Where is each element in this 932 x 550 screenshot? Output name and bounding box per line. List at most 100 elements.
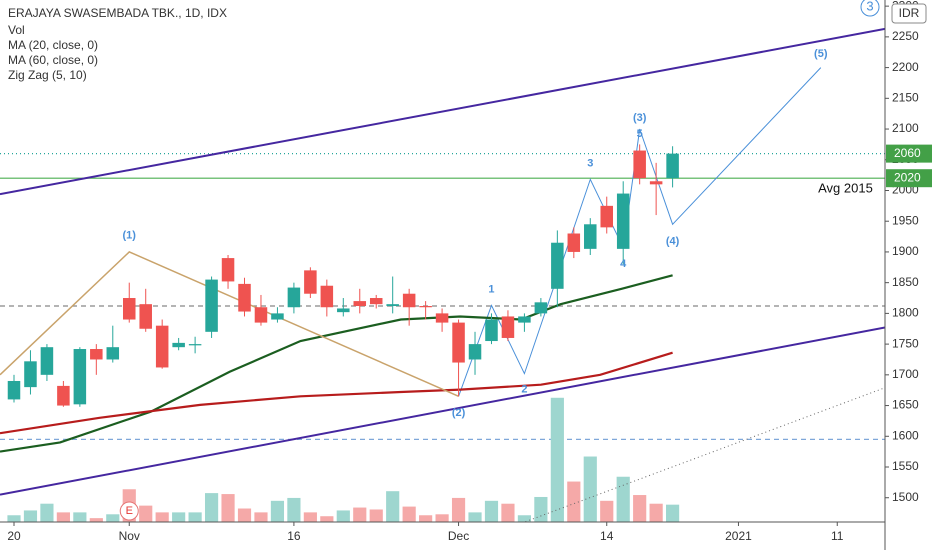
candle-body	[584, 224, 597, 249]
candle-body	[57, 385, 70, 406]
badge-circle[interactable]	[860, 0, 880, 17]
y-tick-label: 1550	[892, 459, 919, 473]
candle-body	[221, 258, 235, 282]
candle-body	[419, 306, 432, 308]
candle-body	[90, 349, 103, 360]
candle-body	[633, 150, 646, 179]
price-label: 2020	[894, 170, 921, 184]
volume-bar	[204, 493, 219, 522]
legend-entry: MA (60, close, 0)	[8, 53, 98, 67]
wave-label: (5)	[814, 48, 828, 60]
x-tick-label: 14	[600, 529, 614, 543]
candle-body	[122, 298, 136, 320]
volume-bar	[139, 505, 153, 522]
y-tick-label: 1800	[892, 306, 919, 320]
volume-bar	[600, 500, 614, 522]
candle-body	[567, 233, 581, 252]
volume-bar	[303, 512, 317, 522]
volume-bar	[7, 515, 21, 522]
volume-bar	[402, 506, 416, 522]
volume-bar	[237, 508, 252, 522]
candle-body	[254, 307, 268, 323]
y-tick-label: 2200	[892, 60, 919, 74]
candle-body	[386, 304, 399, 307]
price-label-box	[886, 144, 932, 163]
y-tick-label: 1700	[892, 367, 919, 381]
overlay-line	[0, 326, 885, 496]
overlay-line	[0, 27, 885, 196]
candle-body	[551, 242, 564, 289]
y-tick-label: 1750	[892, 336, 919, 350]
wave-label: 4	[620, 258, 627, 270]
candle-body	[369, 298, 383, 305]
candle-body	[666, 153, 679, 179]
wave-label: 2	[521, 383, 527, 395]
candle-body	[7, 380, 21, 400]
event-label: E	[126, 505, 133, 517]
x-tick-label: 16	[287, 529, 301, 543]
volume-bar	[23, 510, 38, 522]
volume-bar	[616, 476, 630, 522]
legend-entry: Vol	[8, 23, 25, 37]
event-marker	[119, 501, 139, 521]
y-tick-label: 2150	[892, 90, 919, 104]
price-label-box	[886, 169, 932, 188]
volume-bar	[649, 503, 663, 522]
y-tick-label: 1850	[892, 275, 919, 289]
candle-body	[518, 316, 531, 323]
y-tick-label: 1650	[892, 398, 919, 412]
volume-bar	[666, 504, 680, 522]
candle-body	[304, 270, 317, 294]
badge[interactable]: 3	[866, 0, 873, 13]
candle-body	[139, 304, 152, 329]
currency[interactable]: IDR	[899, 6, 920, 20]
candle-body	[402, 293, 416, 308]
x-tick-label: 11	[831, 529, 844, 543]
candle-body	[205, 279, 218, 332]
volume-bar	[517, 515, 531, 522]
wave-label: (1)	[123, 229, 137, 241]
x-tick-label: Dec	[448, 529, 469, 543]
y-tick-label: 2100	[892, 121, 919, 135]
volume-bar	[567, 481, 581, 522]
candle-body	[73, 349, 87, 405]
candle-body	[271, 313, 284, 320]
currency-box[interactable]	[891, 3, 927, 24]
volume-bar	[501, 503, 515, 522]
wave-label: (2)	[452, 407, 466, 419]
volume-bar	[56, 512, 70, 522]
x-tick-label: Nov	[119, 529, 140, 543]
candle-body	[649, 181, 663, 185]
y-tick-label: 2250	[892, 29, 919, 43]
series-line	[0, 251, 459, 397]
y-tick-label: 1600	[892, 428, 919, 442]
wave-label: 3	[587, 157, 593, 169]
y-tick-label: 1950	[892, 213, 919, 227]
legend-entry: Zig Zag (5, 10)	[8, 68, 87, 82]
legend-title: ERAJAYA SWASEMBADA TBK., 1D, IDX	[8, 6, 227, 20]
wave-label: (4)	[666, 235, 680, 247]
y-tick-label: 1900	[892, 244, 919, 258]
legend: ERAJAYA SWASEMBADA TBK., 1D, IDX Vol MA …	[8, 6, 227, 82]
candle-body	[337, 308, 350, 313]
wave-label: (3)	[633, 112, 647, 124]
volume-bar	[583, 456, 597, 522]
volume-bar	[287, 497, 301, 522]
volume-bar	[40, 503, 54, 522]
volume-bar	[320, 516, 334, 522]
candle-body	[468, 344, 482, 360]
candle-body	[353, 301, 367, 307]
candle-body	[320, 285, 334, 308]
volume-bar	[386, 491, 400, 522]
volume-bar	[369, 509, 383, 522]
candle-body	[188, 344, 202, 346]
y-tick-label: 1500	[892, 490, 919, 504]
volume-bar	[221, 494, 235, 522]
candle-body	[616, 193, 630, 249]
candle-body	[155, 325, 169, 368]
volume-bar	[435, 514, 449, 522]
volume-bar	[550, 397, 564, 522]
volume-bar	[270, 500, 285, 522]
volume-bar	[155, 512, 169, 522]
